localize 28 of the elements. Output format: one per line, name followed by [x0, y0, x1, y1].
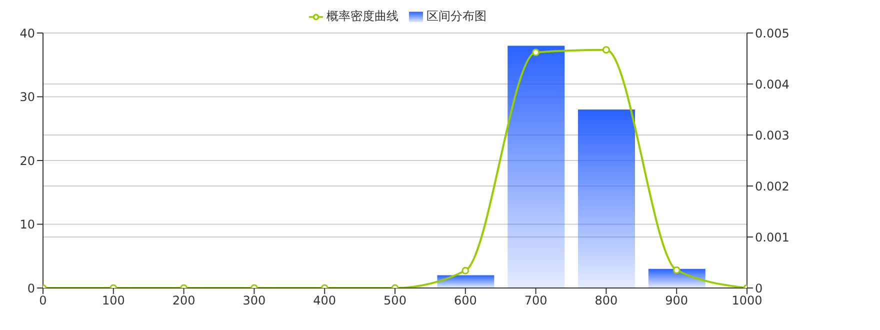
x-tick-label: 300: [242, 294, 266, 308]
x-tick-label: 900: [665, 294, 688, 308]
point: [602, 46, 610, 54]
x-tick-label: 500: [384, 294, 406, 308]
x-tick-label: 400: [313, 294, 336, 308]
x-tick-label: 100: [102, 294, 125, 308]
x-tick-label: 700: [524, 294, 548, 308]
x-tick-label: 1000: [732, 294, 762, 308]
y2-tick-label: 0.003: [755, 128, 790, 142]
y2-tick-label: 0.001: [755, 230, 790, 244]
y-tick-label: 0: [27, 281, 35, 296]
y-tick-label: 30: [20, 90, 35, 104]
legend-label: 概率密度曲线: [326, 9, 398, 23]
y2-tick-label: 0.004: [755, 77, 790, 92]
y2-tick-label: 0.002: [755, 179, 790, 194]
y2-tick-label: 0: [755, 281, 763, 296]
legend-label: 区间分布图: [426, 9, 486, 23]
bar: [578, 110, 635, 288]
point: [532, 48, 540, 56]
y-tick-label: 10: [20, 218, 35, 232]
bar: [508, 46, 565, 288]
y-tick-label: 20: [20, 154, 35, 168]
x-tick-label: 800: [594, 294, 618, 308]
x-tick-label: 200: [172, 294, 196, 308]
x-tick-label: 600: [454, 294, 477, 308]
x-tick-label: 0: [39, 294, 47, 308]
y2-tick-label: 0.005: [755, 26, 790, 40]
y-tick-label: 40: [20, 26, 35, 40]
